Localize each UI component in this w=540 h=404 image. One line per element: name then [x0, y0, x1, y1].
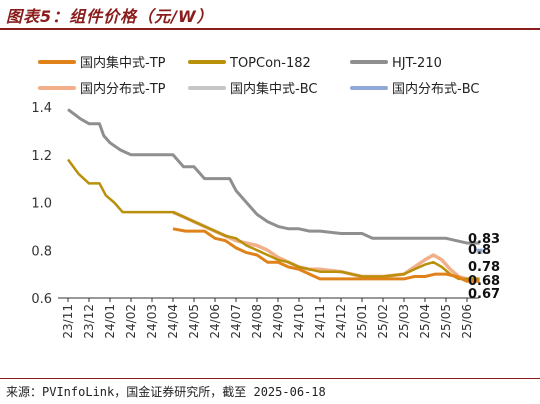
series-line	[172, 210, 480, 281]
x-tick-label: 25/04	[418, 304, 432, 339]
x-tick-label: 25/03	[397, 304, 411, 339]
x-tick-label: 23/11	[61, 304, 75, 339]
x-tick-label: 24/07	[229, 304, 243, 339]
series-line	[67, 108, 480, 245]
y-tick-label: 1.0	[31, 197, 52, 212]
x-tick-label: 24/06	[208, 304, 222, 339]
y-tick-label: 1.2	[31, 149, 52, 164]
end-value-label: 0.68	[468, 274, 500, 289]
x-tick-label: 24/08	[250, 304, 264, 339]
x-tick-label: 24/02	[124, 304, 138, 339]
end-value-labels: 0.670.68 0.83 0.78 0.8	[468, 232, 500, 302]
price-line-chart: 国内集中式-TP TOPCon-182 HJT-210 国内分布式-TP 国内集中式-B…	[31, 55, 500, 339]
x-tick-label: 24/01	[103, 304, 117, 339]
y-tick-label: 1.4	[31, 101, 52, 116]
legend-label: HJT-210	[392, 56, 442, 71]
x-tick-label: 23/12	[82, 304, 96, 339]
source-note: 来源：PVInfoLink，国金证券研究所，截至 2025-06-18	[6, 385, 326, 399]
chart-series	[66, 108, 483, 283]
x-tick-label: 24/12	[334, 304, 348, 339]
end-value-label: 0.78	[468, 260, 500, 275]
series-line	[172, 227, 480, 283]
legend-label: 国内分布式-BC	[392, 81, 479, 97]
source-rule	[0, 378, 540, 379]
x-tick-label: 25/01	[355, 304, 369, 339]
end-value-label: 0.67	[468, 287, 500, 302]
x-tick-label: 24/03	[145, 304, 159, 339]
series-line	[66, 158, 480, 281]
chart-legend: 国内集中式-TP TOPCon-182 HJT-210 国内分布式-TP 国内集中式-B…	[38, 55, 479, 97]
legend-label: TOPCon-182	[229, 56, 311, 71]
legend-label: 国内分布式-TP	[80, 81, 166, 97]
end-value-label: 0.8	[468, 243, 491, 258]
y-tick-label: 0.6	[31, 292, 52, 307]
x-tick-label: 24/10	[292, 304, 306, 339]
x-tick-label: 25/02	[376, 304, 390, 339]
x-tick-label: 24/11	[313, 304, 327, 339]
chart-axes: 0.6 0.8 1.0 1.2 1.4 23/11 23/12 24/01 24/02 24/03…	[31, 101, 479, 339]
legend-label: 国内集中式-TP	[80, 55, 166, 71]
figure-title: 图表5：组件价格（元/W）	[6, 7, 214, 26]
title-rule	[0, 28, 540, 30]
x-tick-label: 24/04	[166, 304, 180, 339]
x-tick-label: 25/05	[439, 304, 453, 339]
x-tick-label: 24/09	[271, 304, 285, 339]
x-tick-label: 24/05	[187, 304, 201, 339]
legend-label: 国内集中式-BC	[230, 81, 317, 97]
x-tick-label: 25/06	[460, 304, 474, 339]
y-tick-label: 0.8	[31, 244, 52, 259]
end-value-label: 0.83	[468, 232, 500, 247]
